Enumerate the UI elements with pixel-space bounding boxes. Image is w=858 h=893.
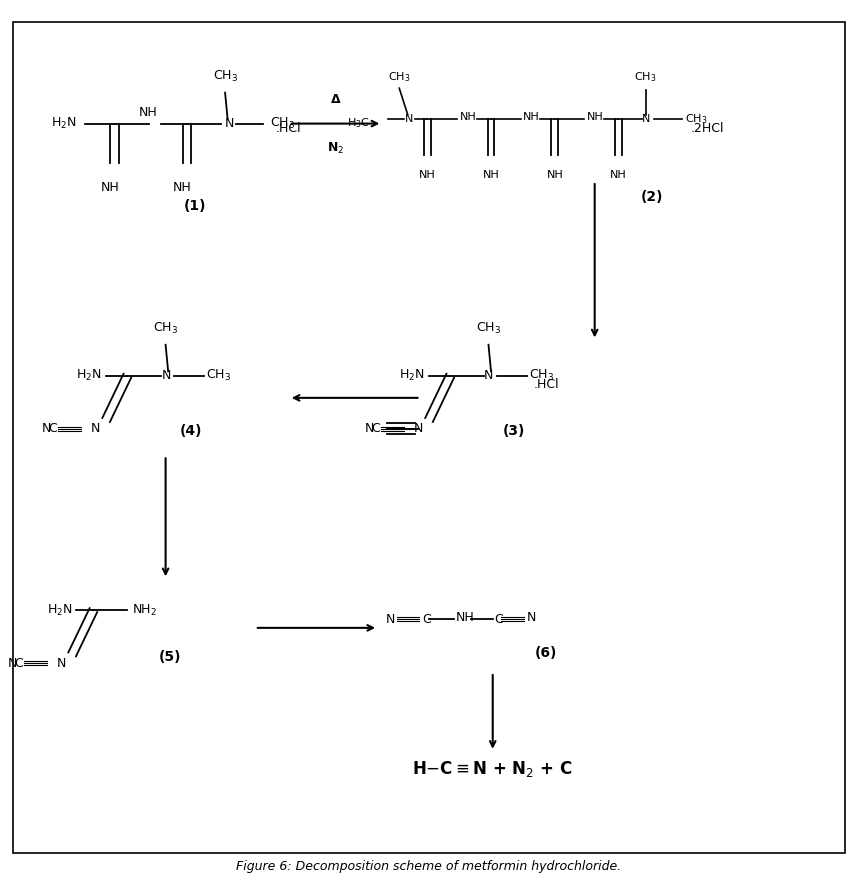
Text: NH: NH [101,181,120,194]
Text: NH$_2$: NH$_2$ [131,603,157,618]
Text: (5): (5) [159,650,181,664]
Text: C: C [48,422,57,435]
Text: NH: NH [523,112,540,121]
Text: NH: NH [139,106,158,119]
Text: N: N [91,422,100,435]
Text: H$_2$N: H$_2$N [76,368,102,383]
Text: CH$_3$: CH$_3$ [270,116,295,131]
Text: N: N [161,369,171,382]
FancyBboxPatch shape [13,21,845,854]
Text: (3): (3) [503,424,525,438]
Text: H$_2$N: H$_2$N [399,368,425,383]
Text: C: C [14,656,23,670]
Text: N: N [643,114,650,124]
Text: N: N [365,422,374,435]
Text: N: N [8,656,17,670]
Text: CH$_3$: CH$_3$ [529,368,554,383]
Text: CH$_3$: CH$_3$ [207,368,232,383]
Text: NH: NH [460,112,476,121]
Text: NH: NH [587,112,604,121]
Text: NH: NH [610,170,627,179]
Text: .2HCl: .2HCl [691,121,724,135]
Text: N: N [385,613,395,625]
Text: NH: NH [547,170,563,179]
Text: (2): (2) [641,190,664,204]
Text: H$_2$N: H$_2$N [46,603,72,618]
Text: H$-$C$\equiv$N + N$_2$ + C: H$-$C$\equiv$N + N$_2$ + C [413,759,573,780]
Text: C: C [494,613,503,625]
Text: C: C [422,613,431,625]
Text: N: N [57,656,66,670]
Text: (6): (6) [535,646,558,660]
Text: .HCl: .HCl [276,121,302,135]
Text: CH$_3$: CH$_3$ [685,113,707,126]
Text: CH$_3$: CH$_3$ [153,321,178,336]
Text: N: N [527,611,536,623]
Text: N: N [225,117,234,130]
Text: NH: NH [173,181,192,194]
Text: CH$_3$: CH$_3$ [388,70,410,84]
Text: N$_2$: N$_2$ [327,141,344,156]
Text: N: N [41,422,51,435]
Text: H$_3$C: H$_3$C [347,117,370,130]
Text: Δ: Δ [330,93,341,106]
Text: N: N [414,422,423,435]
Text: C: C [371,422,380,435]
Text: (4): (4) [180,424,202,438]
Text: N: N [405,114,414,124]
Text: Figure 6: Decomposition scheme of metformin hydrochloride.: Figure 6: Decomposition scheme of metfor… [236,860,622,873]
Text: CH$_3$: CH$_3$ [213,69,238,84]
Text: N: N [484,369,493,382]
Text: NH: NH [419,170,436,179]
Text: NH: NH [456,611,475,623]
Text: H$_2$N: H$_2$N [51,116,76,131]
Text: CH$_3$: CH$_3$ [476,321,501,336]
Text: .HCl: .HCl [534,378,559,391]
Text: (1): (1) [184,199,207,213]
Text: NH: NH [483,170,499,179]
Text: CH$_3$: CH$_3$ [634,70,657,84]
